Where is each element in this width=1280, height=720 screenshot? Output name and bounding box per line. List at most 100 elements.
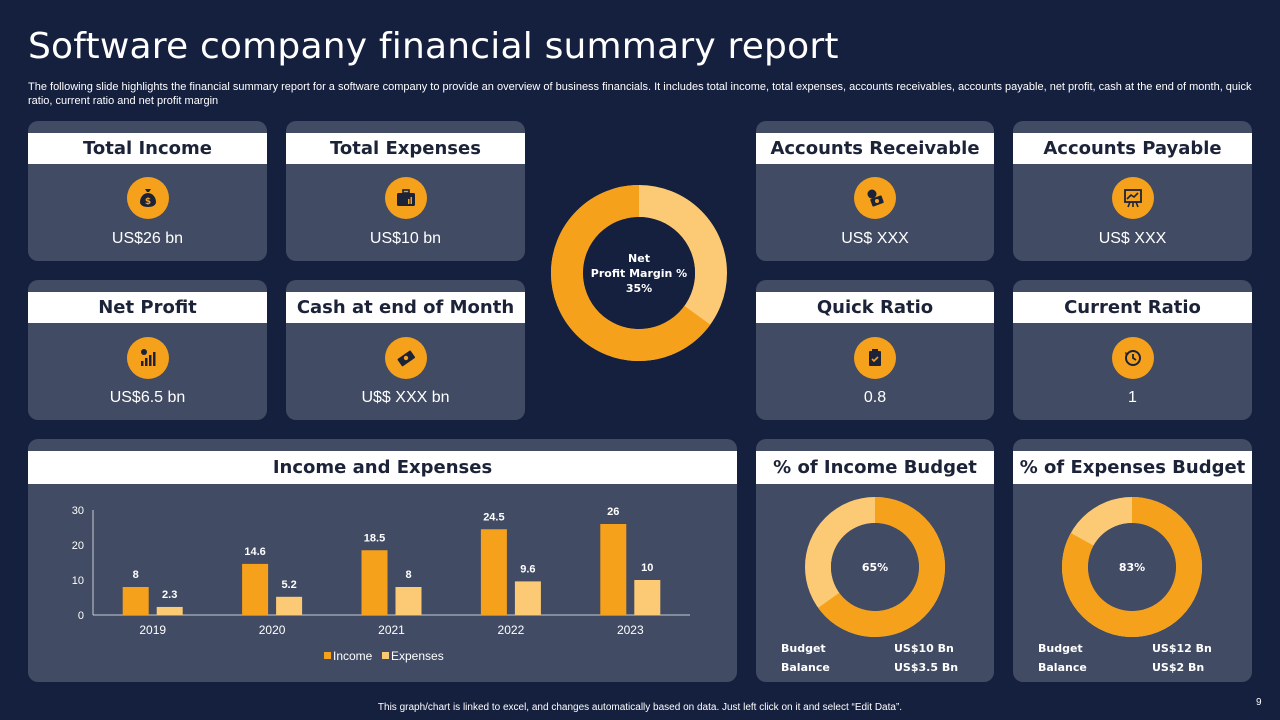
income-balance-row: Balance US$3.5 Bn: [781, 661, 966, 674]
data-label-income: 26: [607, 506, 619, 518]
accounts-payable-label: Accounts Payable: [1013, 133, 1252, 164]
data-label-expenses: 10: [641, 562, 653, 574]
expenses-budget-card: % of Expenses Budget 83% Budget US$12 Bn…: [1013, 439, 1252, 682]
current-ratio-label: Current Ratio: [1013, 292, 1252, 323]
net-margin-line2: Profit Margin %: [590, 266, 688, 280]
x-tick-label: 2022: [498, 623, 525, 637]
accounts-receivable-label: Accounts Receivable: [756, 133, 994, 164]
income-budget-row: Budget US$10 Bn: [781, 642, 966, 655]
briefcase-icon: [384, 177, 427, 219]
x-tick-label: 2023: [617, 623, 644, 637]
data-label-income: 8: [133, 569, 139, 581]
bar-expenses: [395, 587, 422, 615]
y-tick-label: 10: [72, 575, 84, 587]
current-ratio-value: 1: [1128, 389, 1137, 406]
income-budget-donut: [805, 497, 945, 637]
accounts-payable-card: Accounts Payable US$ XXX: [1013, 121, 1252, 261]
net-margin-label: Net Profit Margin % 35%: [551, 185, 727, 361]
data-label-income: 24.5: [483, 511, 504, 523]
x-tick-label: 2020: [259, 623, 286, 637]
legend-swatch-income: [324, 652, 331, 659]
data-label-expenses: 2.3: [162, 589, 177, 601]
cash-end-month-label: Cash at end of Month: [286, 292, 525, 323]
x-tick-label: 2021: [378, 623, 405, 637]
page-title: Software company financial summary repor…: [28, 26, 839, 67]
income-expenses-card: Income and Expenses 0 10 20 30 8 2.3 2019 14.6 5…: [28, 439, 737, 682]
bar-income: [242, 563, 269, 615]
data-label-income: 18.5: [364, 532, 385, 544]
data-label-expenses: 5.2: [281, 579, 296, 591]
net-profit-card: Net Profit US$6.5 bn: [28, 280, 267, 420]
expenses-balance-row-label: Balance: [1038, 661, 1087, 674]
cash-note-icon: [384, 337, 427, 379]
clock-refresh-icon: [1111, 337, 1154, 379]
total-income-card: Total Income $ US$26 bn: [28, 121, 267, 261]
income-expenses-chart: 0 10 20 30 8 2.3 2019 14.6 5.2 2020 18.5 8 2021 24.5 9…: [72, 505, 690, 663]
coins-cash-icon: [854, 177, 896, 219]
presentation-board-icon: [1111, 177, 1154, 219]
net-margin-donut: Net Profit Margin % 35%: [551, 185, 727, 361]
expenses-budget-row-label: Budget: [1038, 642, 1083, 655]
current-ratio-card: Current Ratio 1: [1013, 280, 1252, 420]
clipboard-icon: [854, 337, 896, 379]
income-budget-card: % of Income Budget 65% Budget US$10 Bn B…: [756, 439, 994, 682]
income-expenses-title: Income and Expenses: [28, 451, 737, 484]
footer-note: This graph/chart is linked to excel, and…: [377, 702, 903, 713]
net-profit-value: US$6.5 bn: [109, 389, 186, 406]
expenses-budget-arc: [1062, 497, 1202, 637]
expenses-balance-row-value: US$2 Bn: [1152, 661, 1205, 674]
total-income-value: US$26 bn: [111, 230, 184, 247]
money-bag-icon: $: [126, 177, 169, 219]
expenses-balance-row: Balance US$2 Bn: [1038, 661, 1224, 674]
income-balance-row-value: US$3.5 Bn: [894, 661, 959, 674]
page-subtitle: The following slide highlights the finan…: [28, 81, 1252, 107]
svg-text:$: $: [144, 197, 150, 207]
page-number: 9: [1256, 697, 1262, 708]
income-balance-row-label: Balance: [781, 661, 830, 674]
data-label-income: 14.6: [244, 546, 265, 558]
net-margin-hole: [583, 217, 695, 329]
income-budget-row-label: Budget: [781, 642, 826, 655]
total-expenses-value: US$10 bn: [369, 230, 442, 247]
income-budget-arc: [805, 497, 945, 637]
y-tick-label: 20: [72, 540, 84, 552]
income-budget-row-value: US$10 Bn: [894, 642, 954, 655]
bar-income: [600, 524, 627, 615]
expenses-budget-label: % of Expenses Budget: [1013, 451, 1252, 484]
growth-chart-icon: [126, 337, 169, 379]
expenses-budget-hole: [1088, 523, 1176, 611]
bar-income: [480, 529, 507, 615]
bar-expenses: [156, 606, 183, 615]
income-budget-label: % of Income Budget: [756, 451, 994, 484]
bar-income: [361, 550, 388, 615]
x-tick-label: 2019: [139, 623, 166, 637]
quick-ratio-label: Quick Ratio: [756, 292, 994, 323]
bar-expenses: [634, 580, 661, 615]
total-expenses-card: Total Expenses US$10 bn: [286, 121, 525, 261]
quick-ratio-value: 0.8: [863, 389, 887, 406]
bar-expenses: [276, 596, 303, 615]
expenses-budget-center: 83%: [1118, 560, 1146, 574]
expenses-budget-row-value: US$12 Bn: [1152, 642, 1212, 655]
expenses-budget-donut: [1062, 497, 1202, 637]
legend-label-income: Income: [333, 649, 373, 663]
income-budget-hole: [831, 523, 919, 611]
quick-ratio-card: Quick Ratio 0.8: [756, 280, 994, 420]
bar-expenses: [514, 581, 541, 615]
legend-label-expenses: Expenses: [391, 649, 444, 663]
total-income-label: Total Income: [28, 133, 267, 164]
net-margin-line1: Net: [628, 251, 650, 265]
accounts-receivable-value: US$ XXX: [841, 230, 909, 247]
data-label-expenses: 8: [405, 569, 411, 581]
expenses-budget-row: Budget US$12 Bn: [1038, 642, 1224, 655]
accounts-payable-value: US$ XXX: [1098, 230, 1167, 247]
cash-end-month-value: U$$ XXX bn: [361, 389, 450, 406]
y-tick-label: 0: [78, 610, 84, 622]
cash-end-month-card: Cash at end of Month U$$ XXX bn: [286, 280, 525, 420]
net-margin-line3: 35%: [625, 281, 653, 295]
net-profit-label: Net Profit: [28, 292, 267, 323]
y-tick-label: 30: [72, 505, 84, 517]
income-budget-center: 65%: [861, 560, 889, 574]
bar-income: [122, 587, 149, 615]
data-label-expenses: 9.6: [520, 563, 535, 575]
